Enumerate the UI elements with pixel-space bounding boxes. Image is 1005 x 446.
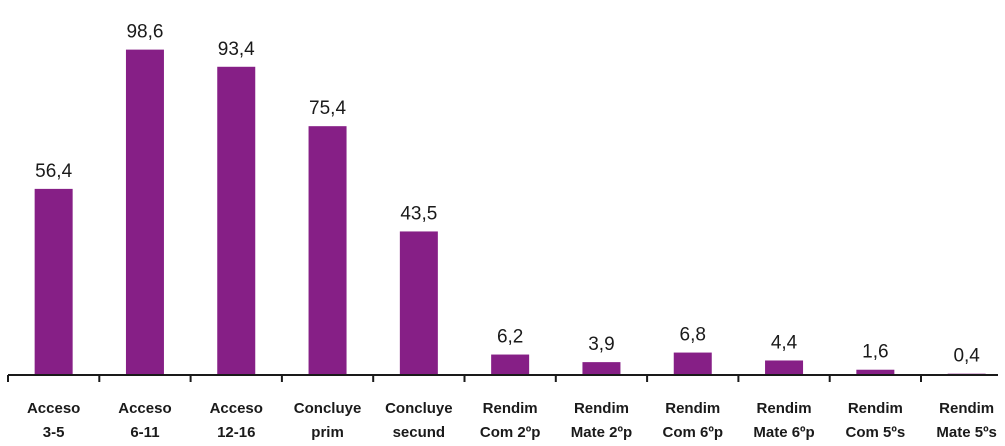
x-tick-label: Rendim	[574, 400, 629, 417]
data-label: 1,6	[862, 342, 888, 363]
x-tick-label: Rendim	[665, 400, 720, 417]
data-label: 93,4	[218, 39, 255, 60]
x-tick-label: Acceso	[210, 400, 263, 417]
data-label: 75,4	[309, 98, 346, 119]
x-tick-label: Rendim	[939, 400, 994, 417]
data-label: 43,5	[400, 203, 437, 224]
data-label: 56,4	[35, 161, 72, 182]
x-tick-label: 6-11	[130, 424, 159, 441]
bar	[765, 360, 804, 375]
x-tick-label: Mate 5ºs	[936, 424, 997, 441]
x-tick-label: Com 6ºp	[663, 424, 723, 441]
bars-group	[34, 49, 986, 376]
data-label: 6,8	[680, 325, 706, 346]
data-label: 4,4	[771, 332, 798, 353]
x-tick-label: prim	[311, 424, 344, 441]
x-tick-label: Acceso	[27, 400, 80, 417]
x-tick-label: Concluye	[385, 400, 453, 417]
x-tick-label: Acceso	[118, 400, 171, 417]
value-labels-group: 56,4 98,6 93,4 75,4 43,5 6,2 3,9 6,8 4,4 1,6 0,4	[35, 22, 980, 367]
data-label: 0,4	[953, 346, 980, 367]
x-tick-label: 12-16	[217, 424, 255, 441]
bar	[34, 188, 73, 375]
bar	[673, 352, 712, 375]
x-tick-label: Mate 6ºp	[753, 424, 814, 441]
bar	[491, 354, 530, 375]
x-tick-label: Rendim	[757, 400, 812, 417]
x-tick-label: Rendim	[483, 400, 538, 417]
x-tick-label: Com 2ºp	[480, 424, 540, 441]
category-labels-group: Acceso 3-5 Acceso 6-11 Acceso 12-16 Concluye pr…	[27, 400, 997, 441]
bar	[125, 49, 164, 376]
x-tick-label: secund	[393, 424, 446, 441]
bar	[582, 362, 621, 375]
bar	[308, 126, 347, 376]
bar	[217, 66, 256, 375]
data-label: 98,6	[126, 22, 163, 43]
x-tick-label: 3-5	[43, 424, 65, 441]
bar	[399, 231, 438, 375]
x-axis	[7, 374, 998, 382]
x-tick-label: Concluye	[294, 400, 362, 417]
data-label: 3,9	[588, 334, 614, 355]
x-tick-label: Mate 2ºp	[571, 424, 632, 441]
x-tick-label: Rendim	[848, 400, 903, 417]
x-tick-label: Com 5ºs	[846, 424, 906, 441]
bar	[856, 369, 895, 375]
data-label: 6,2	[497, 327, 523, 348]
